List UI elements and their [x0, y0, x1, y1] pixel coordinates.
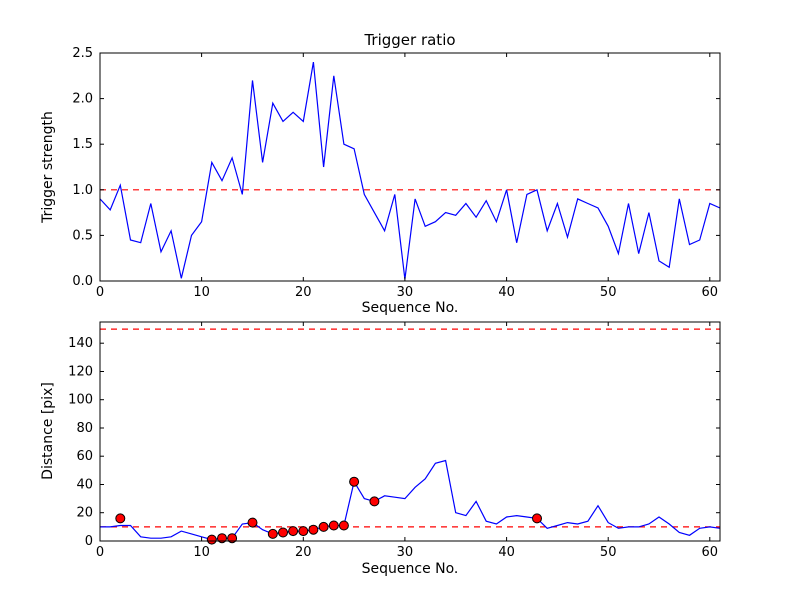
data-line	[100, 459, 721, 541]
trigger-marker	[349, 476, 360, 487]
y-tick-label: 1.5	[72, 137, 93, 152]
trigger-marker	[217, 533, 227, 544]
x-tick-label: 40	[498, 285, 515, 300]
plot-title: Trigger ratio	[364, 31, 456, 49]
trigger-marker	[267, 528, 278, 539]
y-tick-label: 140	[68, 336, 93, 351]
trigger-marker	[278, 527, 288, 538]
y-tick-label: 0.0	[72, 274, 93, 289]
y-tick-label: 60	[76, 449, 93, 464]
trigger-marker	[369, 496, 380, 507]
x-tick-label: 0	[96, 285, 104, 300]
y-tick-label: 2.0	[72, 92, 93, 107]
trigger-marker	[308, 524, 319, 535]
x-tick-label: 30	[397, 545, 414, 560]
trigger-marker	[338, 520, 349, 531]
y-tick-label: 1.0	[72, 183, 93, 198]
top-yaxis-label: Trigger strength	[40, 111, 56, 223]
trigger-marker	[318, 521, 329, 532]
y-tick-label: 120	[68, 365, 93, 380]
trigger-marker	[247, 517, 258, 528]
axes-frame	[99, 321, 721, 542]
y-tick-label: 20	[76, 506, 93, 521]
trigger-marker	[206, 534, 217, 545]
y-tick-label: 0	[85, 534, 93, 549]
y-tick-label: 80	[76, 421, 93, 436]
x-tick-label: 10	[193, 545, 210, 560]
x-tick-label: 50	[600, 285, 617, 300]
x-tick-label: 20	[295, 545, 312, 560]
x-tick-label: 20	[295, 285, 312, 300]
x-tick-label: 30	[397, 285, 414, 300]
trigger-marker	[227, 533, 238, 544]
trigger-marker	[532, 513, 542, 524]
x-tick-label: 50	[600, 545, 617, 560]
trigger-marker	[115, 513, 126, 524]
trigger-marker	[328, 520, 339, 531]
axes-frame	[99, 52, 721, 282]
trigger-marker	[298, 526, 309, 537]
y-tick-label: 100	[68, 393, 93, 408]
x-tick-label: 60	[702, 285, 719, 300]
x-tick-label: 0	[96, 545, 104, 560]
x-tick-label: 40	[498, 545, 515, 560]
y-tick-label: 40	[76, 478, 93, 493]
trigger-marker	[288, 526, 299, 537]
x-tick-label: 60	[702, 545, 719, 560]
y-tick-label: 0.5	[72, 228, 93, 243]
y-tick-label: 2.5	[72, 46, 93, 61]
x-tick-label: 10	[193, 285, 210, 300]
bottom-yaxis-label: Distance [pix]	[40, 382, 56, 480]
data-line	[99, 61, 721, 280]
bottom-xaxis-label: Sequence No.	[361, 561, 459, 577]
top-xaxis-label: Sequence No.	[361, 300, 459, 316]
